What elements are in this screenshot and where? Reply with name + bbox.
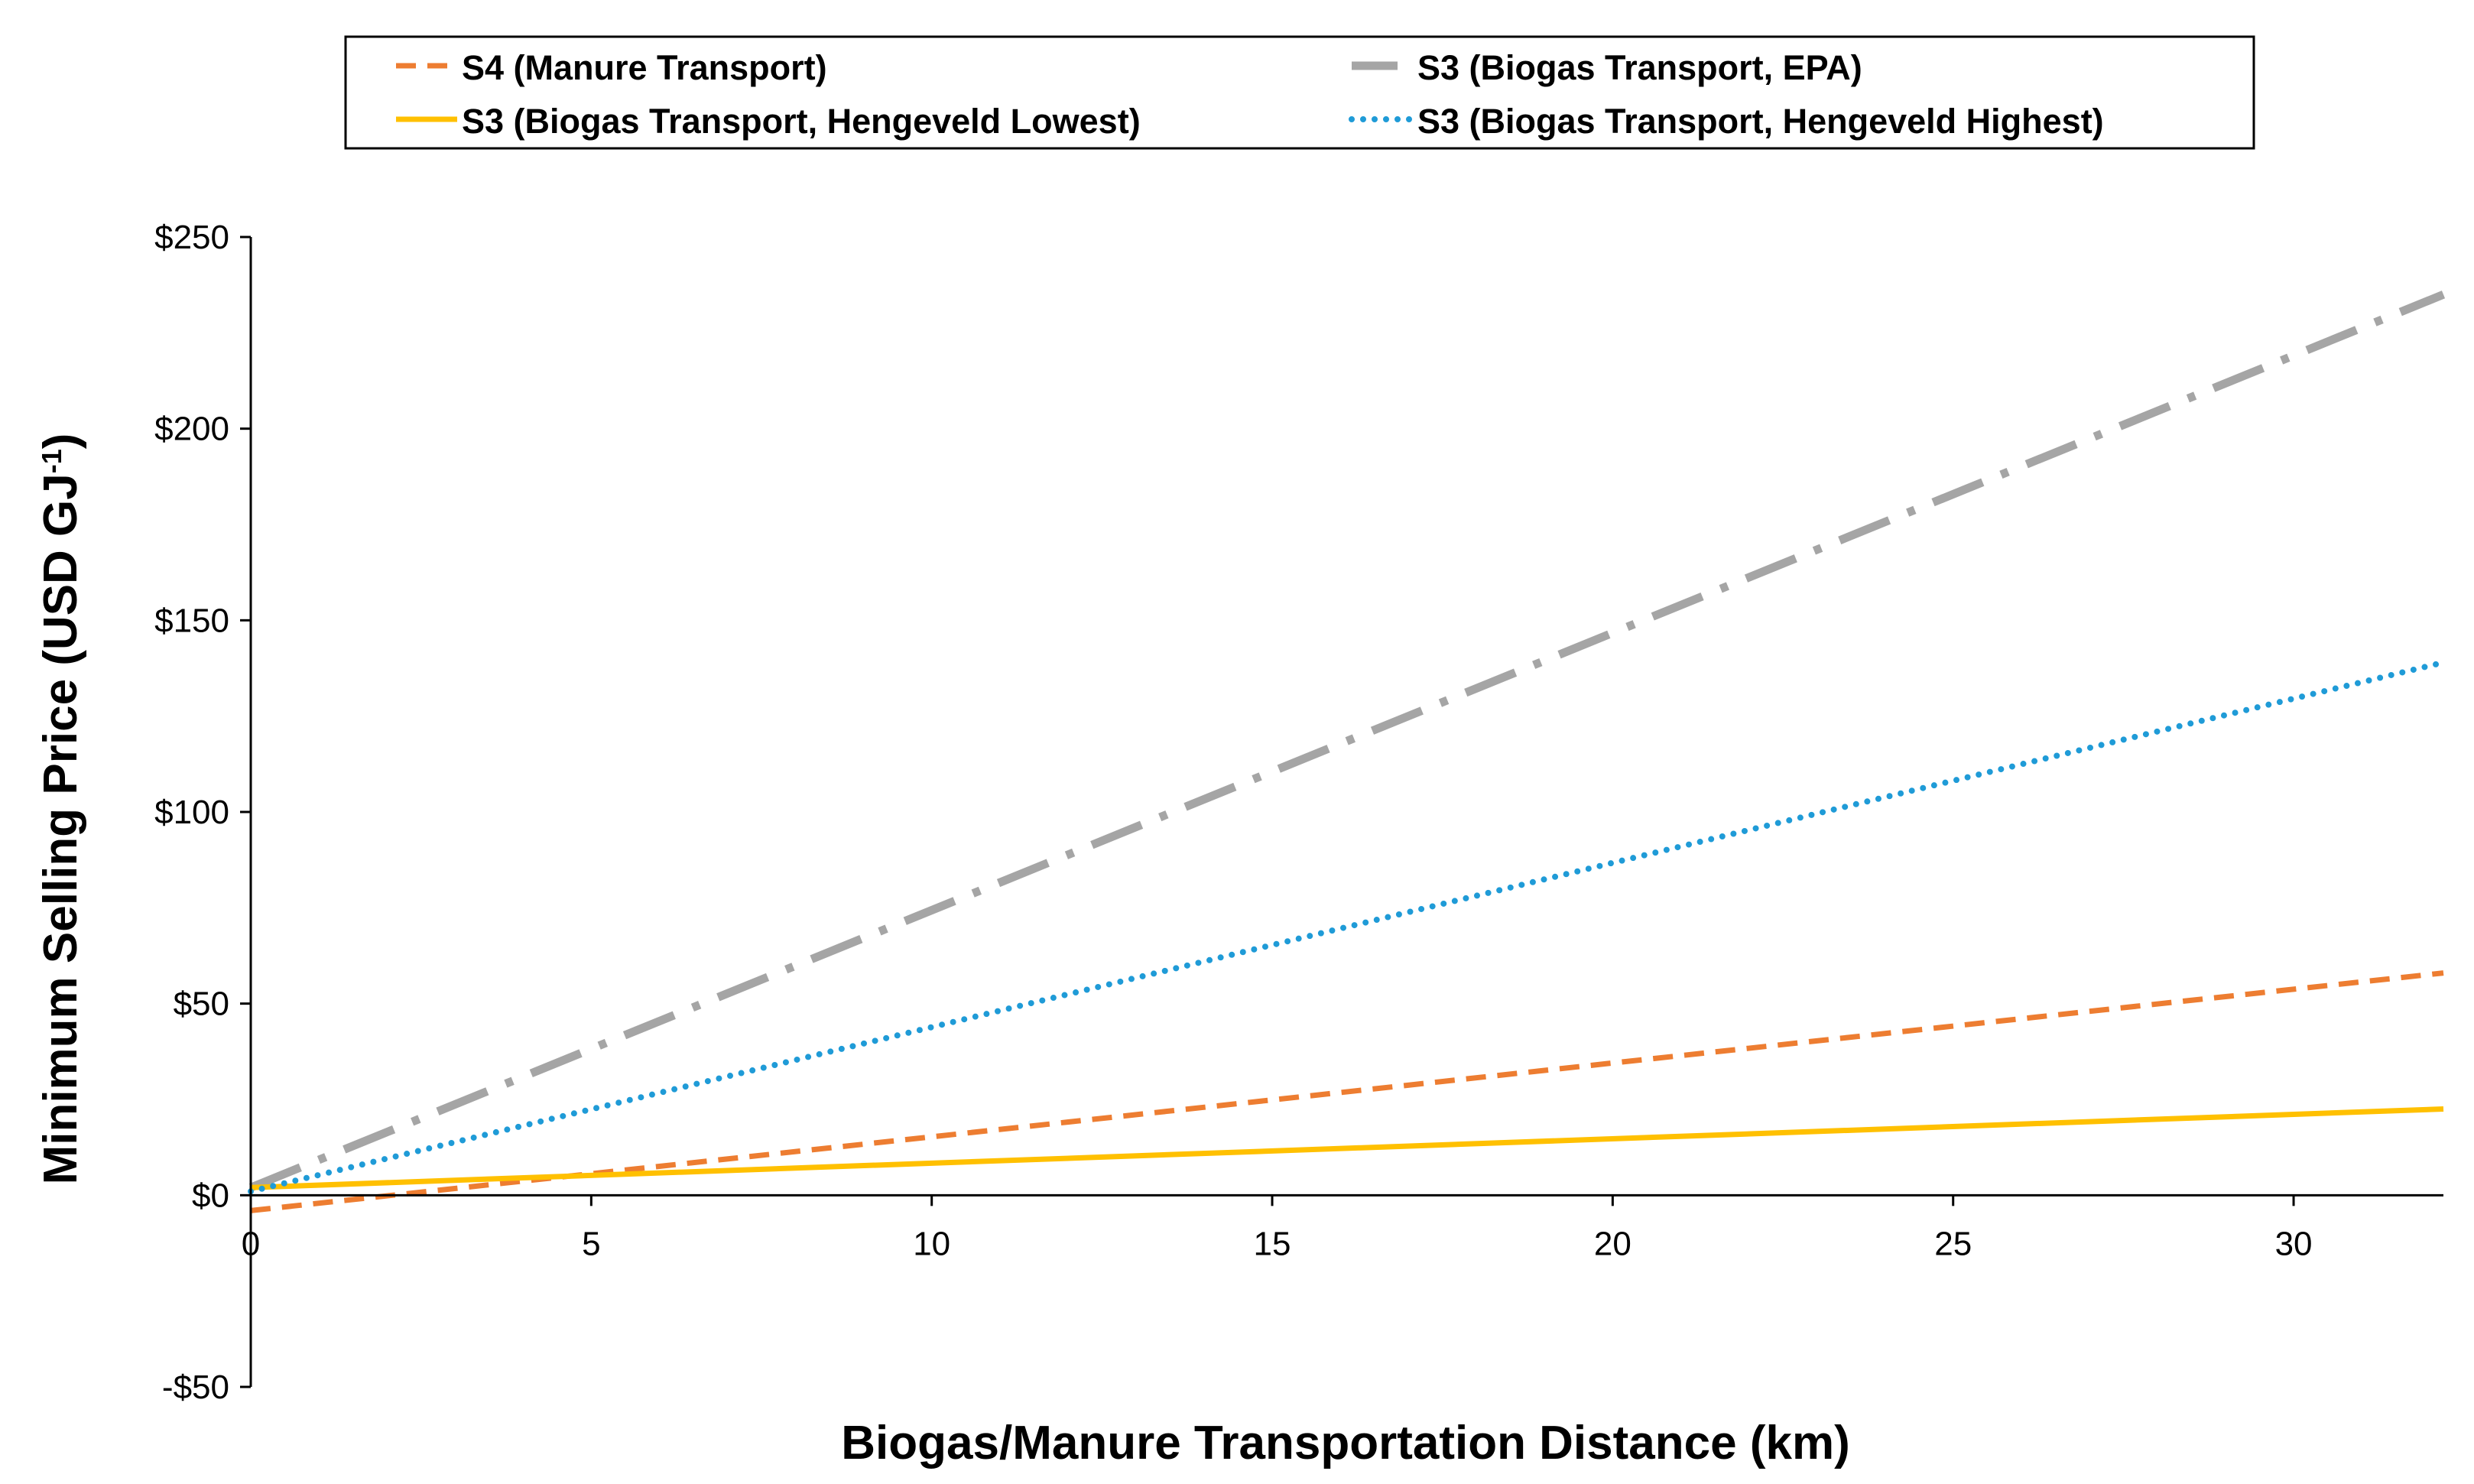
- legend-label-3: S3 (Biogas Transport, Hengeveld Lowest): [462, 102, 1141, 141]
- series-line-2: [248, 291, 2446, 1192]
- legend-items: S4 (Manure Transport) S3 (Biogas Transpor…: [396, 48, 2104, 141]
- legend: S4 (Manure Transport) S3 (Biogas Transpor…: [344, 35, 2255, 150]
- x-tick-label: 0: [242, 1225, 260, 1262]
- series-layer: [248, 291, 2446, 1213]
- x-tick-label: 5: [582, 1225, 600, 1262]
- series-line-1: [250, 970, 2444, 1213]
- y-tick-label: $50: [174, 986, 229, 1023]
- legend-box: [344, 35, 2255, 150]
- y-tick-label: -$50: [162, 1369, 229, 1406]
- x-tick-label: 25: [1934, 1225, 1972, 1262]
- legend-label-4: S3 (Biogas Transport, Hengeveld Highest): [1417, 102, 2104, 141]
- y-axis-title-sup: -1: [36, 449, 67, 473]
- y-tick-label: $200: [154, 411, 229, 448]
- y-axis-title-close: ): [34, 434, 87, 450]
- ticks-layer: $250 $200 $150 $100 $50 $0 -$50 0 5 10 15 20 25 30: [154, 219, 2312, 1406]
- y-tick-label: $0: [192, 1177, 229, 1214]
- y-axis-title: Minimum Selling Price (USD GJ-1): [34, 434, 87, 1185]
- x-tick-label: 10: [913, 1225, 950, 1262]
- series-line-4: [248, 659, 2446, 1195]
- legend-label-2: S3 (Biogas Transport, EPA): [1417, 48, 1862, 87]
- series-line-3: [250, 1106, 2444, 1190]
- y-tick-label: $150: [154, 602, 229, 639]
- y-tick-label: $250: [154, 219, 229, 256]
- y-tick-label: $100: [154, 794, 229, 831]
- axes-layer: [249, 237, 2443, 1387]
- x-tick-label: 30: [2275, 1225, 2313, 1262]
- x-tick-label: 15: [1254, 1225, 1291, 1262]
- x-axis-title: Biogas/Manure Transportation Distance (k…: [841, 1417, 1849, 1469]
- x-tick-label: 20: [1594, 1225, 1631, 1262]
- y-axis-title-main: Minimum Selling Price (USD GJ: [34, 473, 87, 1184]
- legend-label-1: S4 (Manure Transport): [462, 48, 827, 87]
